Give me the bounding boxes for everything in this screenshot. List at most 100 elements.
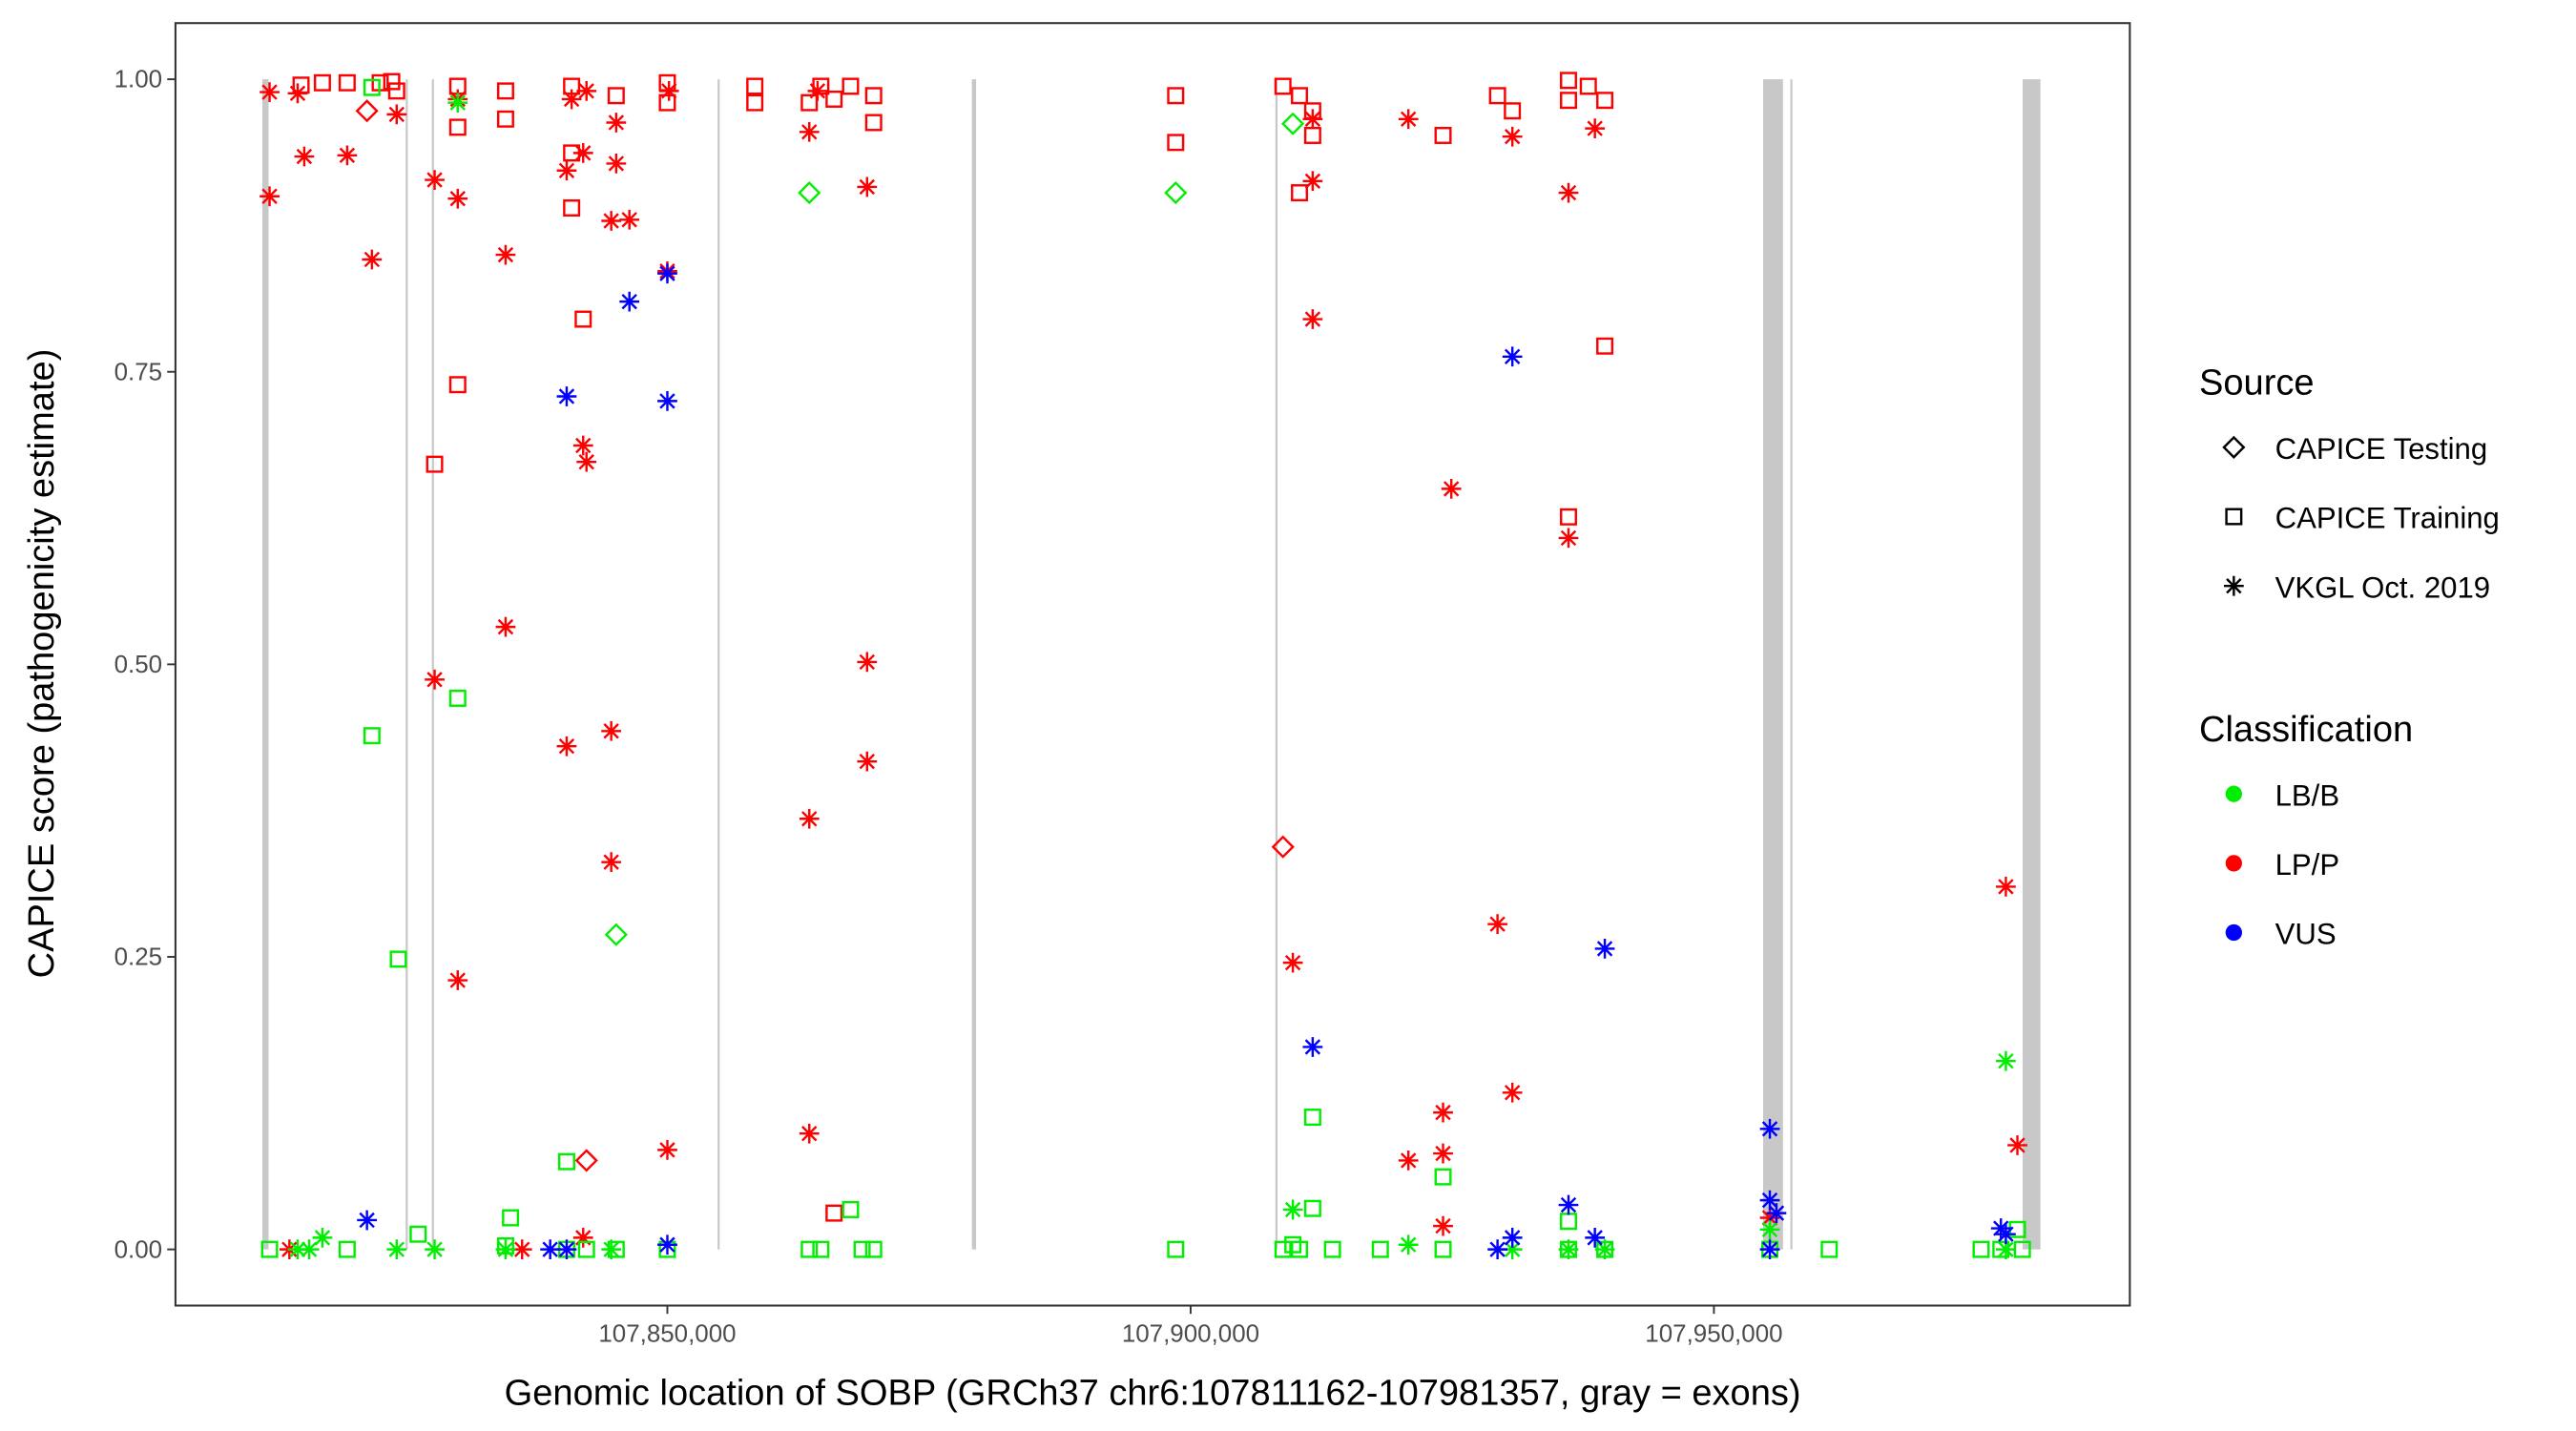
data-point (338, 1240, 356, 1258)
data-point (658, 93, 676, 112)
data-point (292, 76, 310, 94)
data-point (658, 73, 676, 92)
data-point (363, 78, 381, 96)
data-point (798, 180, 821, 205)
data-point (1594, 939, 1615, 959)
data-point (383, 73, 401, 91)
data-point (1303, 1199, 1321, 1217)
data-point (425, 1239, 445, 1260)
data-point (576, 451, 597, 472)
legend-square-icon (2225, 508, 2243, 526)
data-point (1441, 479, 1462, 499)
data-point (825, 1204, 843, 1222)
data-point (825, 90, 843, 108)
data-point (1434, 1240, 1452, 1258)
data-point (1434, 126, 1452, 144)
data-point (563, 199, 581, 218)
data-point (357, 1210, 378, 1231)
data-point (556, 160, 577, 181)
legend-source-label: CAPICE Training (2275, 502, 2500, 535)
data-point (495, 244, 516, 265)
x-tick-label: 107,950,000 (1645, 1321, 1782, 1348)
data-point (576, 80, 597, 101)
data-point (1487, 1239, 1507, 1260)
data-point (572, 435, 593, 456)
data-point (1433, 1102, 1453, 1123)
data-point (1996, 877, 2016, 897)
data-point (1559, 508, 1577, 526)
data-point (800, 1240, 819, 1258)
data-point (841, 1200, 860, 1218)
legend-color-dot-icon (2225, 785, 2242, 802)
y-tick-label: 0.00 (114, 1236, 162, 1263)
data-point (448, 376, 467, 394)
data-point (857, 652, 878, 673)
data-point (1281, 112, 1305, 135)
exon-band (971, 79, 977, 1250)
data-point (601, 720, 622, 741)
data-point (1766, 1203, 1787, 1223)
data-point (1759, 1239, 1780, 1260)
data-point (799, 1123, 820, 1144)
legend-color-dot-icon (2225, 855, 2242, 872)
data-point (1558, 528, 1579, 549)
data-point (1487, 914, 1507, 935)
exon-band (405, 79, 408, 1250)
data-point (1502, 346, 1523, 367)
data-point (447, 93, 468, 114)
x-axis: 107,850,000 107,900,000 107,950,000 (598, 1305, 1783, 1348)
data-point (857, 751, 878, 772)
data-point (807, 80, 828, 101)
exon-band (1790, 79, 1793, 1250)
data-point (1323, 1240, 1341, 1258)
data-point (799, 121, 820, 142)
data-point (1759, 1219, 1780, 1240)
data-point (746, 93, 764, 112)
data-point (1596, 337, 1614, 355)
data-point (1274, 1240, 1292, 1258)
data-point (1996, 1224, 2016, 1245)
data-point (601, 211, 622, 231)
y-tick-label: 0.50 (114, 652, 162, 678)
data-point (1434, 1168, 1452, 1186)
data-point (1167, 87, 1185, 105)
data-point (657, 263, 677, 284)
data-point (1502, 126, 1523, 147)
data-point (606, 113, 627, 133)
y-tick-label: 0.75 (114, 359, 162, 385)
data-point (2007, 1135, 2027, 1155)
data-point (502, 1209, 520, 1227)
data-point (313, 73, 331, 92)
data-point (1759, 1118, 1780, 1139)
data-point (363, 727, 381, 745)
legend-class-label: LP/P (2275, 848, 2339, 881)
exon-band (431, 79, 434, 1250)
exon-band (261, 79, 269, 1250)
data-point (294, 146, 315, 167)
data-point (577, 1240, 595, 1258)
data-point (386, 104, 407, 125)
data-point (556, 736, 577, 757)
data-point (386, 1239, 407, 1260)
data-point (1488, 87, 1506, 105)
legend-source-label: CAPICE Testing (2275, 432, 2488, 466)
data-point (557, 1152, 575, 1171)
data-point (1291, 184, 1309, 202)
data-point (287, 1239, 308, 1260)
data-point (496, 110, 514, 128)
data-point (312, 1227, 333, 1248)
data-point (556, 386, 577, 406)
data-point (812, 1240, 830, 1258)
data-point (561, 89, 582, 110)
data-point (604, 923, 628, 946)
data-point (746, 77, 764, 95)
data-point (1164, 180, 1188, 205)
exon-band (1762, 79, 1783, 1250)
data-point (556, 1239, 577, 1260)
data-point (601, 852, 622, 873)
data-point (1594, 1239, 1615, 1260)
data-point (447, 970, 468, 990)
data-point (607, 87, 625, 105)
legend-classification-title: Classification (2199, 710, 2413, 750)
